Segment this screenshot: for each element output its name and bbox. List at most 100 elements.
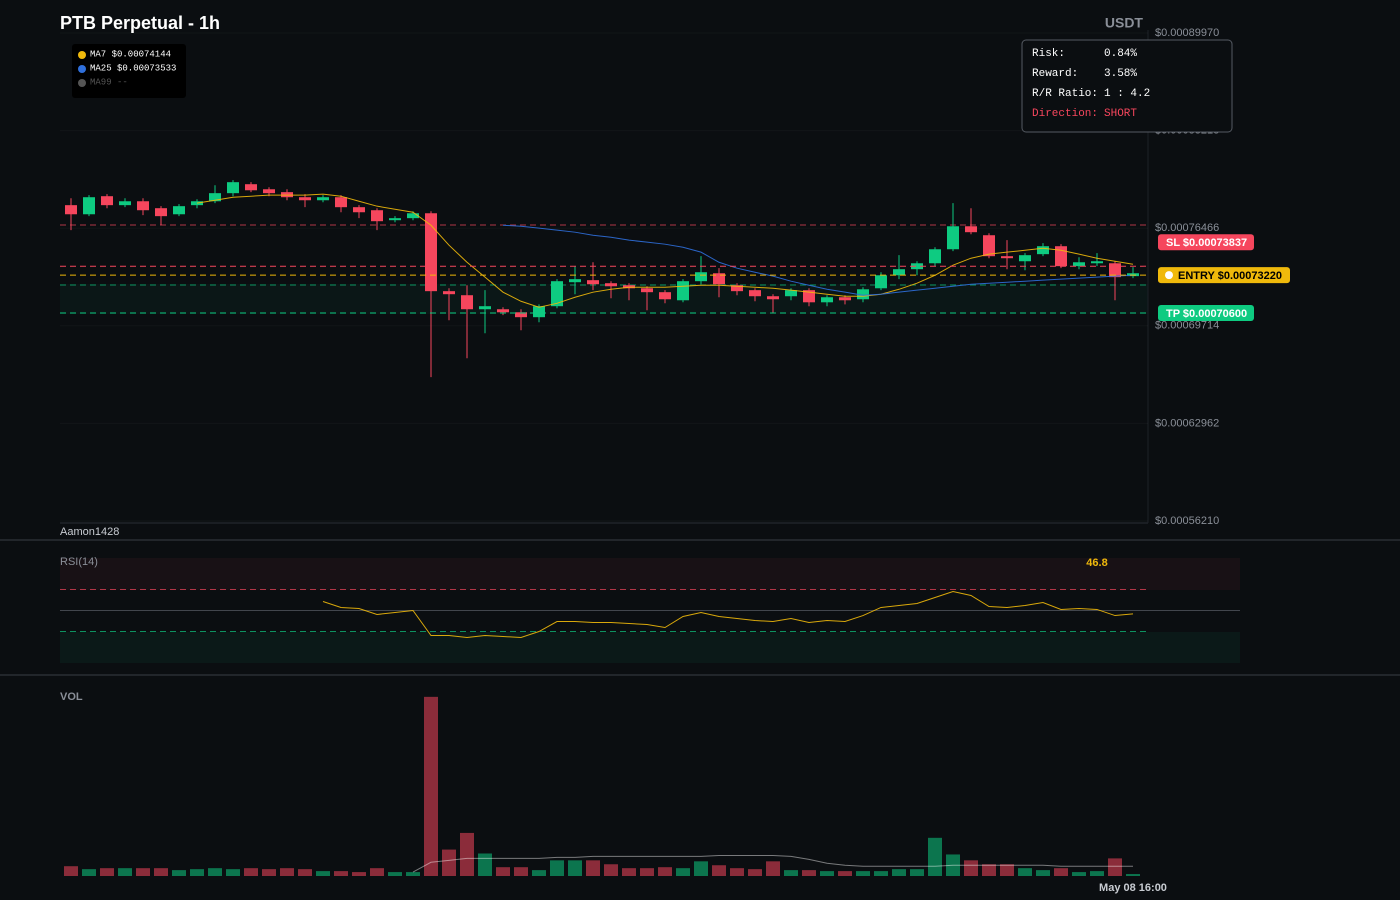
volume-bar xyxy=(874,871,888,876)
volume-bar xyxy=(154,868,168,876)
rsi-line xyxy=(322,590,1134,638)
volume-bar xyxy=(64,866,78,876)
volume-bar xyxy=(658,867,672,876)
candle-body xyxy=(497,309,509,313)
level-tag xyxy=(1158,267,1290,284)
y-tick-label: $0.00062962 xyxy=(1155,417,1219,429)
candle-body xyxy=(1091,261,1103,264)
volume-bar xyxy=(352,872,366,876)
volume-bar xyxy=(550,860,564,876)
y-tick-label: $0.00076466 xyxy=(1155,222,1219,234)
volume-bar xyxy=(784,870,798,876)
volume-bar xyxy=(478,853,492,876)
volume-bar xyxy=(838,871,852,876)
candle-body xyxy=(425,213,437,292)
legend-label: MA7 $0.00074144 xyxy=(90,49,171,59)
grid-layer: $0.00089970$0.00083218$0.00076466$0.0006… xyxy=(0,27,1400,894)
volume-bar xyxy=(730,868,744,876)
volume-bar xyxy=(748,869,762,876)
candle-body xyxy=(119,201,131,206)
candle-body xyxy=(155,208,167,217)
candle-body xyxy=(929,249,941,264)
candle-body xyxy=(191,201,203,206)
candle-body xyxy=(983,235,995,257)
legend-box xyxy=(72,44,186,98)
volume-bar xyxy=(856,871,870,876)
volume-bar xyxy=(514,867,528,876)
candle-body xyxy=(209,193,221,202)
candle-body xyxy=(479,306,491,310)
volume-bar xyxy=(424,696,438,876)
volume-bar xyxy=(676,868,690,876)
volume-bar xyxy=(298,869,312,876)
volume-bar xyxy=(568,860,582,876)
volume-bar xyxy=(262,869,276,876)
candle-body xyxy=(641,288,653,293)
volume-bar xyxy=(496,867,510,876)
volume-bar xyxy=(964,860,978,876)
candle-body xyxy=(767,296,779,300)
trade-info-label: R/R Ratio: xyxy=(1032,88,1098,100)
trade-info-label: Risk: xyxy=(1032,48,1065,60)
candle-body xyxy=(1001,256,1013,259)
volume-bar xyxy=(1018,868,1032,876)
volume-bar xyxy=(1054,868,1068,876)
candle-body xyxy=(335,197,347,208)
level-tag-label: SL $0.00073837 xyxy=(1166,237,1247,249)
volume-ma-line xyxy=(412,854,1133,873)
candle-body xyxy=(659,292,671,300)
candle-body xyxy=(1037,246,1049,255)
volume-bar xyxy=(622,868,636,876)
rsi-title: RSI(14) xyxy=(60,556,98,568)
candle-body xyxy=(227,182,239,194)
volume-bar xyxy=(280,868,294,876)
candle-body xyxy=(821,297,833,303)
volume-bar xyxy=(136,868,150,876)
trade-info-label: Reward: xyxy=(1032,68,1078,80)
rsi-oversold-zone xyxy=(60,632,1240,663)
volume-bar xyxy=(442,849,456,876)
volume-bar xyxy=(1126,874,1140,876)
volume-title: VOL xyxy=(60,691,83,703)
candle-body xyxy=(407,213,419,219)
volume-bar xyxy=(82,869,96,876)
volume-bar xyxy=(892,869,906,876)
trade-info-value: SHORT xyxy=(1104,108,1137,120)
x-tick-label: May 08 16:00 xyxy=(1099,882,1167,894)
legend-label: MA99 -- xyxy=(90,77,128,87)
candle-body xyxy=(857,289,869,300)
candle-body xyxy=(533,306,545,318)
candle-body xyxy=(713,273,725,285)
candle-body xyxy=(785,290,797,297)
volume-bar xyxy=(802,870,816,876)
volume-bar xyxy=(172,870,186,876)
trade-info-value: 3.58% xyxy=(1104,68,1137,80)
legend-swatch xyxy=(78,79,86,87)
candle-body xyxy=(353,207,365,213)
candle-body xyxy=(1109,263,1121,278)
candle-body xyxy=(893,269,905,276)
volume-bar xyxy=(586,860,600,876)
quote-currency: USDT xyxy=(1105,15,1144,31)
candle-body xyxy=(515,312,527,318)
moving-average-line xyxy=(502,224,1134,296)
candle-body xyxy=(839,297,851,301)
candle-body xyxy=(695,272,707,282)
y-tick-label: $0.00069714 xyxy=(1155,320,1219,332)
level-tag xyxy=(1158,304,1254,321)
volume-bar xyxy=(820,871,834,876)
volume-bar xyxy=(190,869,204,876)
volume-bar xyxy=(532,870,546,876)
candle-body xyxy=(677,281,689,301)
legend-swatch xyxy=(78,51,86,59)
volume-bar xyxy=(316,871,330,876)
candle-body xyxy=(83,197,95,215)
volume-bar xyxy=(712,865,726,876)
candle-body xyxy=(803,290,815,303)
rsi-current-value: 46.8 xyxy=(1086,557,1107,569)
volume-bar xyxy=(1000,864,1014,876)
volume-bar xyxy=(1090,871,1104,876)
rsi-overbought-zone xyxy=(60,558,1240,590)
volume-bar xyxy=(1036,870,1050,876)
